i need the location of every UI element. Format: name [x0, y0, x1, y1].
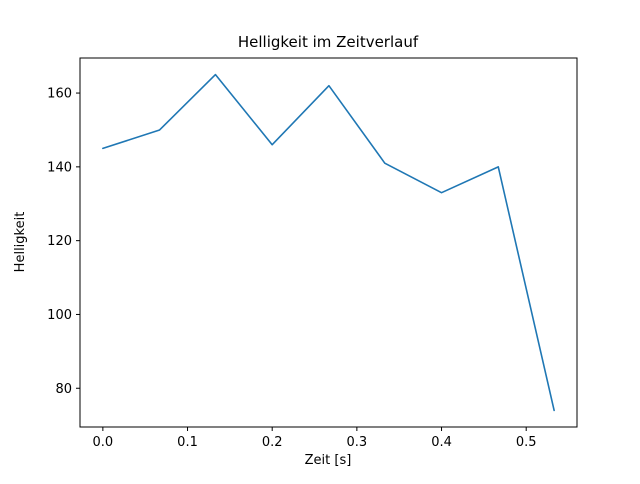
- y-tick-label: 140: [47, 160, 72, 175]
- x-tick-label: 0.1: [177, 435, 198, 450]
- chart-title: Helligkeit im Zeitverlauf: [238, 33, 419, 51]
- y-tick-label: 100: [47, 308, 72, 323]
- x-tick-label: 0.2: [262, 435, 283, 450]
- plot-area: 0.0 0.1 0.2 0.3 0.4 0.5 80 100 120 140 160: [47, 57, 578, 450]
- y-tick-label: 160: [47, 87, 72, 102]
- x-tick-label: 0.3: [347, 435, 368, 450]
- x-tick-label: 0.0: [93, 435, 114, 450]
- y-tick-label: 80: [55, 382, 72, 397]
- x-tick-label: 0.4: [431, 435, 452, 450]
- axes-frame: [79, 57, 578, 428]
- x-tick-label: 0.5: [516, 435, 537, 450]
- y-axis-label: Helligkeit: [13, 212, 28, 273]
- data-line: [102, 73, 555, 412]
- x-axis-label: Zeit [s]: [305, 453, 352, 468]
- y-tick-label: 120: [47, 234, 72, 249]
